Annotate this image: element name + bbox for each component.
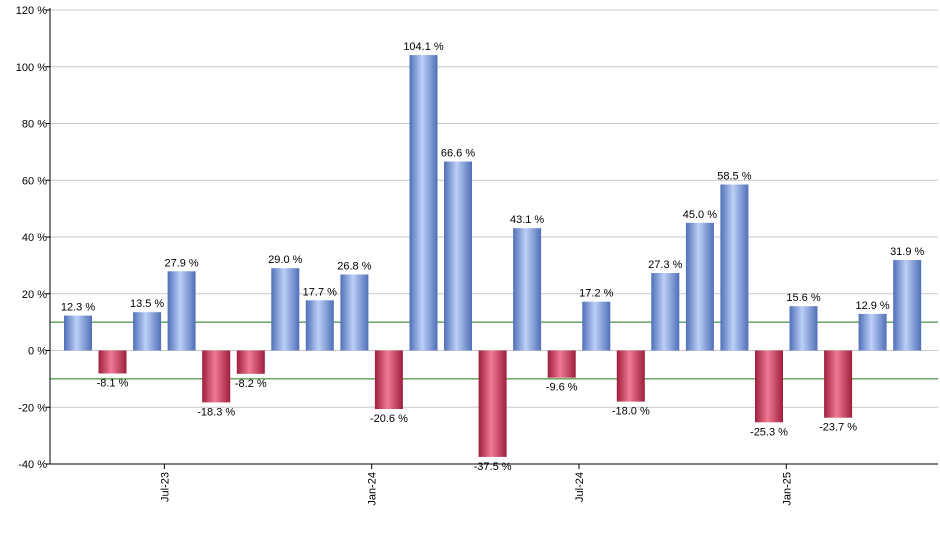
data-label: 26.8 % — [337, 261, 371, 273]
data-label: 66.6 % — [441, 148, 475, 160]
bar-positive — [133, 312, 162, 351]
bar-negative — [616, 350, 645, 402]
data-label: 31.9 % — [890, 246, 924, 258]
bar-positive — [167, 271, 196, 351]
data-label: 12.3 % — [61, 302, 95, 314]
data-label: 29.0 % — [268, 254, 302, 266]
bar-negative — [824, 350, 853, 418]
bar-positive — [271, 268, 300, 351]
data-label: -8.2 % — [235, 378, 267, 390]
bar-positive — [789, 306, 818, 351]
bar-positive — [858, 313, 887, 351]
data-label: -25.3 % — [750, 426, 788, 438]
data-label: -8.1 % — [97, 378, 129, 390]
y-tick-label: 60 % — [22, 175, 47, 187]
y-tick-label: 20 % — [22, 289, 47, 301]
y-axis-ticks: -40 % -20 % 0 % 20 % 40 % 60 % 80 % 100 % 120 % — [16, 5, 50, 471]
bar-positive — [893, 260, 922, 351]
bar-positive — [651, 273, 680, 351]
y-tick-label: 120 % — [16, 5, 47, 17]
data-label: 27.3 % — [648, 259, 682, 271]
bar-positive — [409, 55, 438, 351]
bar-negative — [374, 350, 403, 409]
x-tick-label: Jan-25 — [781, 472, 793, 506]
x-tick-label: Jul-24 — [574, 472, 586, 502]
bar-positive — [444, 161, 472, 351]
data-label: 15.6 % — [786, 292, 820, 304]
y-tick-label: -40 % — [18, 459, 47, 471]
bar-negative — [547, 350, 576, 378]
bar-positive — [513, 228, 542, 351]
y-tick-label: 40 % — [22, 232, 47, 244]
data-label: 12.9 % — [855, 300, 889, 312]
y-tick-label: 100 % — [16, 62, 47, 74]
data-label: -18.0 % — [612, 406, 650, 418]
axes — [49, 8, 938, 465]
data-label: -18.3 % — [197, 406, 235, 418]
data-label: 43.1 % — [510, 214, 544, 226]
x-axis-ticks: Jul-23 Jan-24 Jul-24 Jan-25 — [159, 464, 793, 506]
bar-negative — [202, 350, 231, 403]
grid-lines — [50, 9, 938, 465]
data-label: 58.5 % — [717, 171, 751, 183]
bar-negative — [478, 350, 507, 457]
bar-positive — [305, 300, 334, 351]
data-label: -23.7 % — [819, 422, 857, 434]
bar-negative — [98, 350, 127, 374]
data-label: 45.0 % — [683, 209, 717, 221]
data-label: -9.6 % — [546, 382, 578, 394]
x-tick-label: Jul-23 — [159, 472, 171, 502]
data-label: 104.1 % — [403, 41, 444, 53]
bar-negative — [755, 350, 783, 423]
y-tick-label: -20 % — [18, 402, 47, 414]
y-tick-label: 0 % — [28, 346, 47, 358]
bar-positive — [64, 315, 92, 351]
data-label: -37.5 % — [474, 461, 512, 473]
data-label: 17.7 % — [303, 286, 337, 298]
bar-positive — [685, 222, 714, 351]
bar-positive — [340, 274, 369, 351]
data-label: -20.6 % — [370, 413, 408, 425]
bars — [64, 55, 922, 457]
data-label: 27.9 % — [164, 257, 198, 269]
bar-positive — [720, 184, 749, 351]
x-tick-label: Jan-24 — [367, 472, 379, 506]
y-tick-label: 80 % — [22, 119, 47, 131]
data-label: 13.5 % — [130, 298, 164, 310]
bar-positive — [582, 301, 611, 351]
data-label: 17.2 % — [579, 288, 613, 300]
bar-negative — [236, 350, 265, 374]
